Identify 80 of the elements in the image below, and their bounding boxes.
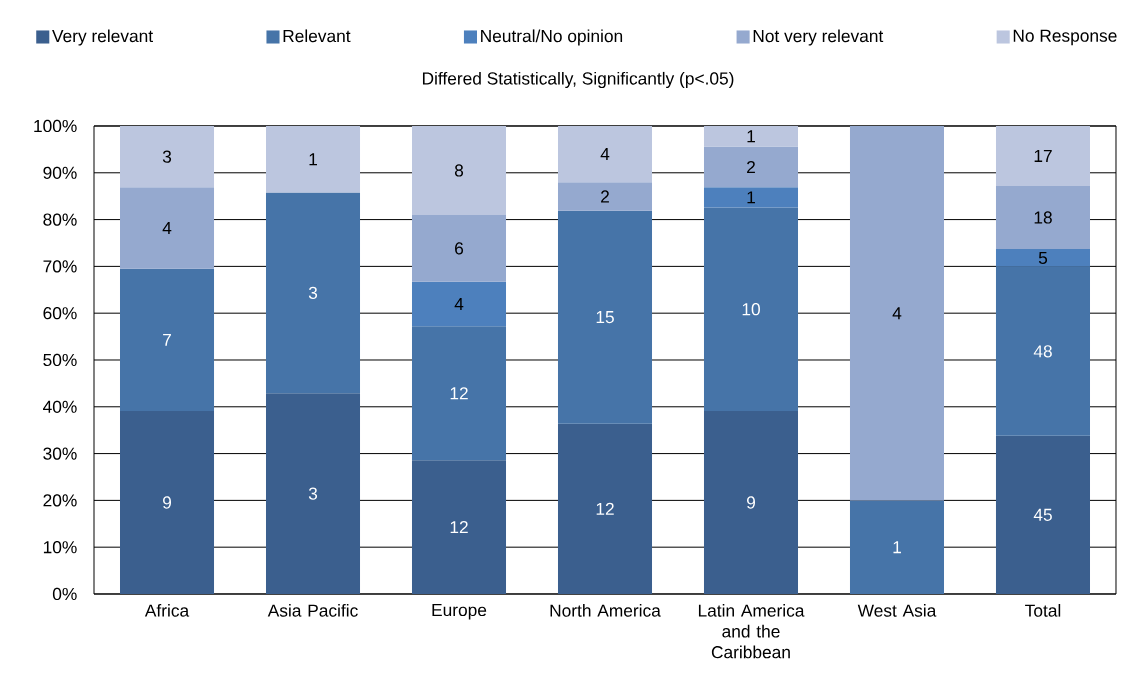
bar (265, 192, 361, 394)
annotation: 45 (1033, 508, 1052, 521)
x-tick-label: West Asia (857, 604, 937, 617)
bar (995, 125, 1091, 186)
legend-label: Neutral/No opinion (481, 29, 623, 46)
y-tick-label: 50% (43, 353, 77, 367)
y-tick-label: 20% (43, 494, 77, 507)
annotation: 9 (746, 496, 755, 509)
bar (411, 125, 507, 215)
annotation: 3 (162, 150, 172, 163)
annotation: 4 (454, 298, 464, 311)
bar (703, 187, 799, 208)
annotation: 5 (1038, 251, 1048, 265)
annotation: 2 (747, 160, 755, 173)
x-tick-label: North America (550, 604, 661, 617)
bar (557, 423, 653, 594)
y-tick-label: 30% (43, 447, 77, 460)
annotation: 2 (601, 190, 609, 203)
bar (703, 207, 799, 411)
x-tick-label: Africa (144, 604, 190, 617)
bar (120, 268, 215, 411)
bar (411, 326, 507, 461)
bar (120, 125, 215, 188)
y-tick-label: 90% (43, 166, 77, 179)
legend-label: No Response (1013, 29, 1117, 46)
bar (995, 185, 1091, 250)
y-tick-label: 80% (43, 213, 77, 226)
annotation: 1 (747, 130, 755, 143)
annotation: 7 (163, 333, 171, 346)
annotation: 3 (308, 286, 318, 299)
x-tick-label: Latin America and the Caribbean (698, 604, 805, 659)
annotation: 1 (309, 153, 317, 166)
annotation: 9 (163, 496, 172, 509)
bar (703, 411, 799, 594)
annotation: 4 (162, 222, 172, 234)
bar (995, 249, 1091, 267)
y-tick-label: 70% (43, 260, 77, 273)
bar (411, 281, 507, 327)
annotation: 1 (893, 541, 901, 554)
annotation: 3 (308, 487, 318, 500)
annotation: 1 (747, 191, 755, 204)
y-tick-label: 40% (43, 400, 77, 413)
y-tick-label: 100% (34, 119, 77, 133)
bar (995, 435, 1091, 594)
x-tick-label: Total (1025, 604, 1061, 617)
annotation: 4 (892, 307, 902, 320)
y-tick-label: 10% (43, 541, 77, 554)
annotation: 8 (454, 164, 464, 177)
bar (120, 187, 215, 269)
x-tick-label: Europe (432, 604, 487, 620)
legend-label: Not very relevant (753, 29, 884, 46)
legend-label: Relevant (283, 29, 351, 43)
annotation: 18 (1034, 211, 1052, 224)
annotation: 10 (742, 303, 760, 316)
y-tick-label: 0% (52, 587, 77, 601)
annotation: 12 (450, 387, 468, 400)
annotation: 12 (596, 502, 614, 515)
bar (411, 214, 507, 282)
bar (703, 146, 799, 188)
bar (265, 125, 361, 193)
annotation: 48 (1033, 345, 1052, 358)
bar (557, 210, 653, 424)
legend-label: Very relevant (52, 29, 153, 46)
bar (411, 460, 507, 594)
annotation: 4 (600, 148, 610, 161)
bar (557, 182, 653, 211)
bar (995, 266, 1091, 436)
bar (557, 125, 653, 183)
annotation: 6 (455, 242, 464, 255)
y-tick-label: 60% (43, 307, 77, 320)
annotation: 12 (450, 521, 468, 534)
chart-title: Differed Statistically, Significantly (p<.05) (422, 71, 734, 89)
bar (849, 125, 945, 501)
bar (849, 500, 945, 594)
annotation: 17 (1034, 149, 1052, 162)
bar (120, 411, 215, 594)
x-tick-label: Asia Pacific (267, 604, 358, 617)
bar (703, 125, 799, 147)
annotation: 15 (596, 311, 614, 324)
bar (265, 393, 361, 594)
